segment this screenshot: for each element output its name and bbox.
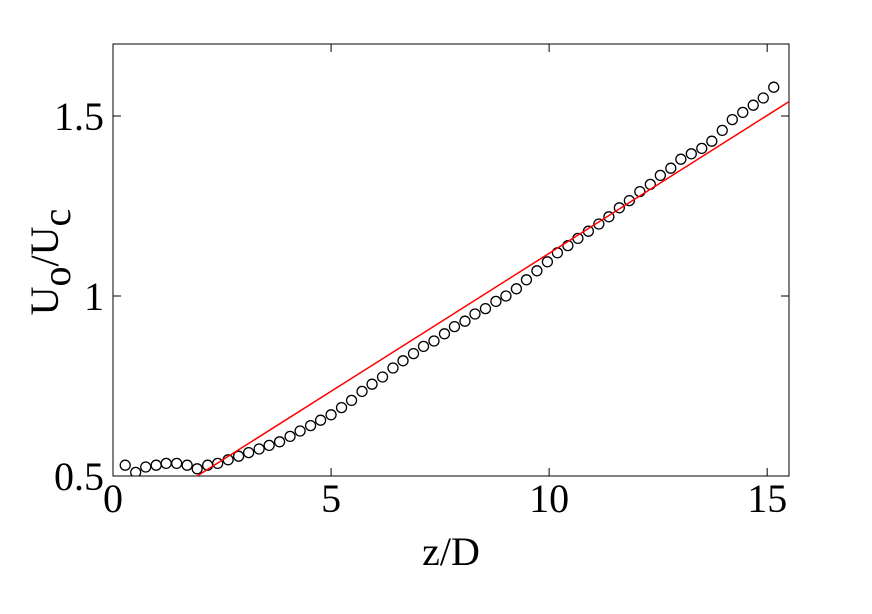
y-tick-label: 0.5 [54, 454, 104, 499]
marker [613, 202, 625, 214]
marker [294, 425, 306, 437]
marker [273, 436, 286, 448]
marker [469, 308, 481, 320]
marker [737, 106, 749, 119]
marker [119, 459, 131, 471]
marker [551, 247, 564, 259]
marker [675, 153, 687, 165]
marker [757, 92, 769, 104]
x-tick-label: 5 [321, 476, 341, 521]
marker [520, 274, 533, 286]
marker [242, 446, 255, 459]
marker [768, 81, 780, 93]
marker [181, 459, 193, 471]
marker [335, 401, 348, 414]
x-tick-label: 10 [529, 476, 569, 521]
marker [623, 194, 636, 207]
marker [253, 443, 265, 455]
marker [685, 148, 697, 160]
marker [531, 265, 543, 277]
marker [603, 211, 615, 223]
marker [428, 335, 440, 347]
marker [191, 463, 203, 475]
y-label-part: U [22, 286, 67, 315]
y-label-sub: o [34, 266, 79, 286]
marker [232, 450, 245, 462]
marker [510, 283, 523, 295]
marker [716, 124, 728, 137]
marker [387, 362, 399, 374]
marker [345, 394, 358, 407]
marker [665, 162, 677, 174]
plot-frame [112, 43, 790, 477]
plot-area [119, 81, 789, 476]
marker [747, 99, 759, 111]
marker [438, 328, 451, 340]
marker [314, 414, 327, 426]
x-axis-label: z/D [422, 529, 480, 574]
marker [459, 315, 471, 327]
marker [366, 378, 378, 390]
marker [541, 256, 554, 268]
marker [263, 439, 275, 452]
marker [304, 419, 317, 432]
marker [356, 385, 368, 398]
marker [284, 430, 296, 443]
marker [407, 347, 420, 360]
x-tick-label: 0 [103, 476, 123, 521]
marker [448, 320, 461, 333]
marker [500, 290, 512, 302]
marker [490, 295, 502, 308]
marker [130, 466, 142, 476]
marker [417, 340, 430, 353]
marker [593, 218, 605, 230]
marker [160, 457, 172, 470]
y-label-sub: c [34, 209, 79, 227]
marker [696, 142, 708, 155]
marker [212, 457, 224, 470]
marker [726, 113, 738, 126]
marker [706, 135, 718, 147]
y-label-part: /U [22, 226, 67, 266]
marker [171, 457, 183, 470]
marker [150, 459, 162, 471]
fit-line [196, 100, 789, 476]
y-tick-label: 1 [84, 274, 104, 319]
marker [479, 302, 492, 315]
marker [140, 461, 152, 473]
marker [325, 409, 337, 421]
y-axis-label: Uo/Uc [22, 209, 79, 316]
marker [654, 169, 666, 182]
marker [376, 371, 389, 383]
marker [397, 355, 409, 367]
x-tick-label: 15 [747, 476, 787, 521]
y-tick-label: 1.5 [54, 94, 104, 139]
